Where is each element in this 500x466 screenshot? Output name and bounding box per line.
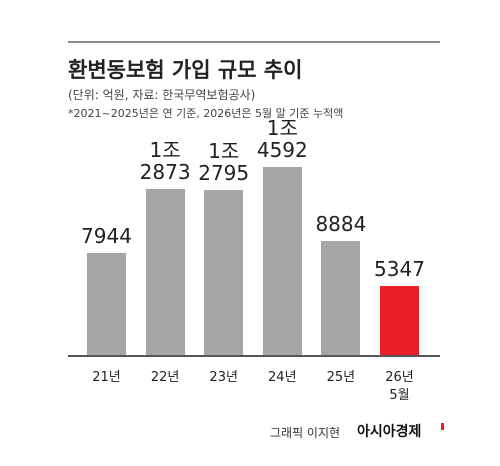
top-rule xyxy=(68,41,440,43)
x-tick-label: 25년 xyxy=(326,370,356,385)
brand-mark xyxy=(441,423,444,430)
credit: 그래픽 이지현 xyxy=(270,426,341,440)
value-label: 1조 4592 xyxy=(256,116,308,163)
x-tick-label: 26년 5월 xyxy=(385,370,414,403)
x-tick-label: 22년 xyxy=(150,370,180,385)
bar xyxy=(145,189,185,355)
subtitle: (단위: 억원, 자료: 한국무역보험공사) xyxy=(68,88,256,102)
x-tick-label: 21년 xyxy=(92,370,121,385)
baseline xyxy=(68,355,440,357)
chart-title: 환변동보험 가입 규모 추이 xyxy=(68,58,303,82)
brand: 아시아경제 xyxy=(357,424,422,440)
bar xyxy=(262,167,302,355)
bar xyxy=(380,286,419,355)
x-tick-label: 23년 xyxy=(209,370,238,385)
value-label: 5347 xyxy=(374,257,425,282)
value-label: 7944 xyxy=(81,223,132,248)
bar xyxy=(204,190,244,355)
value-label: 1조 2795 xyxy=(198,139,250,186)
bar xyxy=(321,240,361,355)
x-tick-label: 24년 xyxy=(268,370,297,385)
bar xyxy=(87,252,126,355)
value-label: 1조 2873 xyxy=(139,138,191,185)
value-label: 8884 xyxy=(315,211,367,236)
note: *2021~2025년은 연 기준, 2026년은 5월 말 기준 누적액 xyxy=(68,107,344,120)
